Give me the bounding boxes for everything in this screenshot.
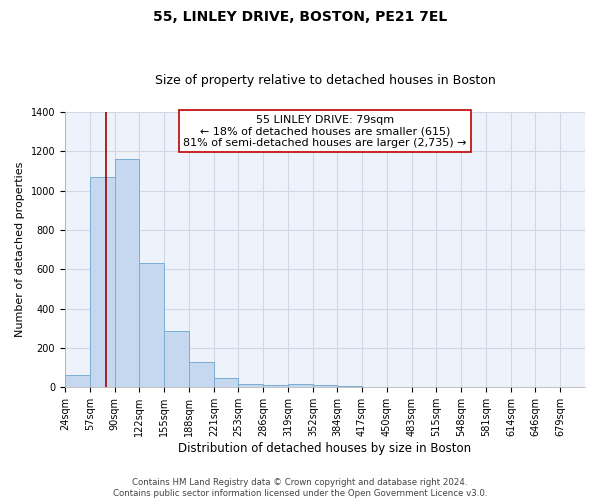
- Bar: [238, 384, 263, 388]
- Bar: [337, 386, 362, 388]
- Title: Size of property relative to detached houses in Boston: Size of property relative to detached ho…: [155, 74, 496, 87]
- Bar: [214, 378, 238, 388]
- Bar: [313, 385, 337, 388]
- Bar: [90, 176, 115, 388]
- Bar: [164, 331, 189, 388]
- Bar: [115, 159, 139, 388]
- Bar: [288, 384, 313, 388]
- Bar: [189, 362, 214, 388]
- Bar: [65, 374, 90, 388]
- Bar: [263, 385, 288, 388]
- Text: 55 LINLEY DRIVE: 79sqm
← 18% of detached houses are smaller (615)
81% of semi-de: 55 LINLEY DRIVE: 79sqm ← 18% of detached…: [183, 114, 467, 148]
- Bar: [139, 264, 164, 388]
- X-axis label: Distribution of detached houses by size in Boston: Distribution of detached houses by size …: [178, 442, 472, 455]
- Text: 55, LINLEY DRIVE, BOSTON, PE21 7EL: 55, LINLEY DRIVE, BOSTON, PE21 7EL: [153, 10, 447, 24]
- Text: Contains HM Land Registry data © Crown copyright and database right 2024.
Contai: Contains HM Land Registry data © Crown c…: [113, 478, 487, 498]
- Y-axis label: Number of detached properties: Number of detached properties: [15, 162, 25, 337]
